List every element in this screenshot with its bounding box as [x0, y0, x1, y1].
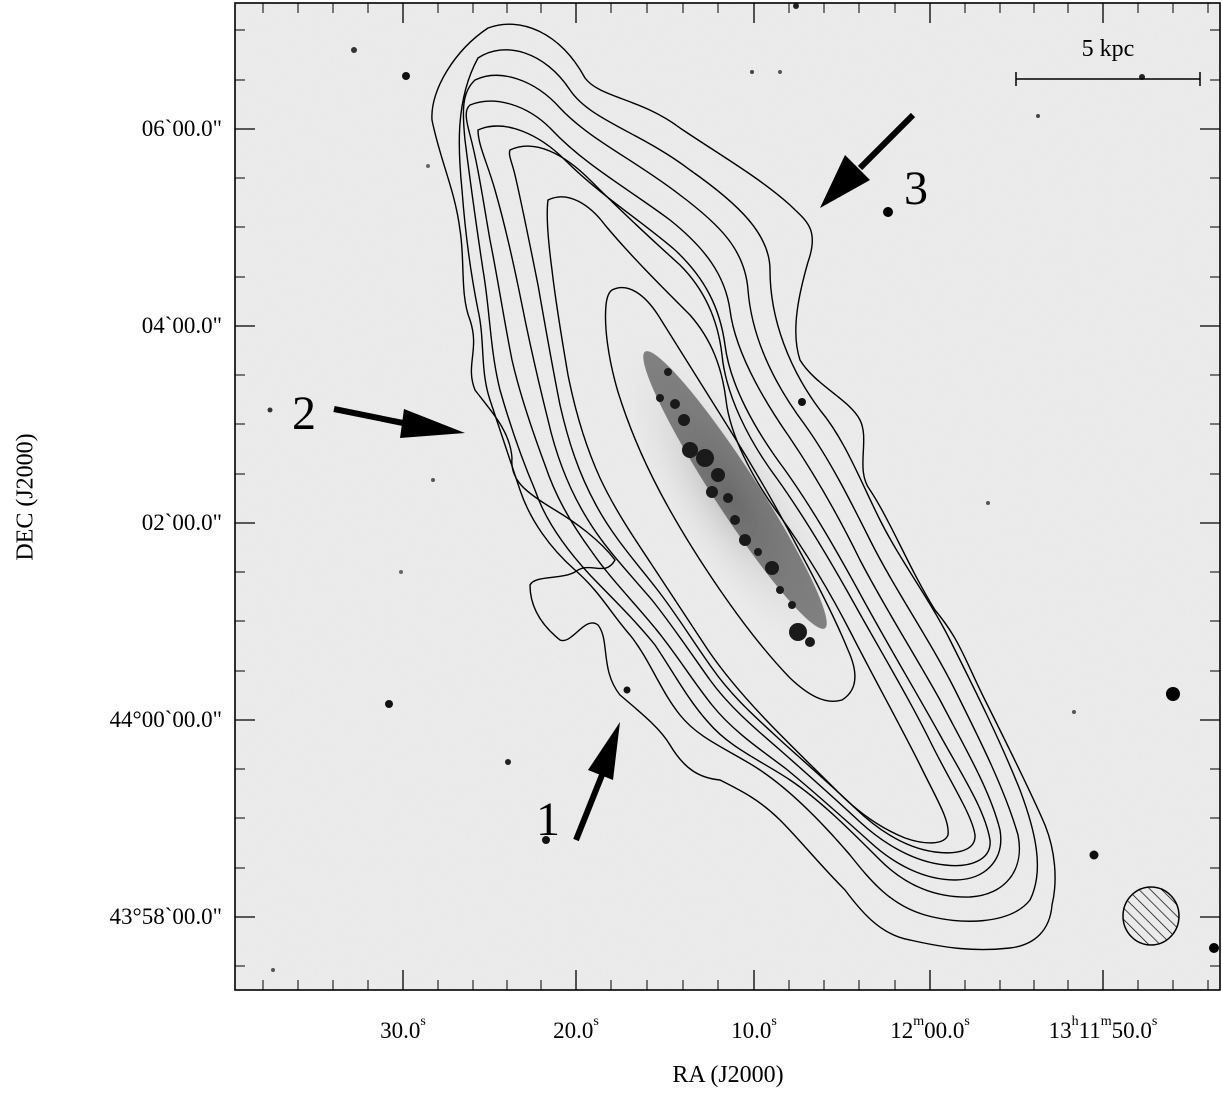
y-tick-label: 44°00`00.0": [109, 707, 223, 732]
star: [431, 478, 435, 482]
scale-bar: [1015, 72, 1201, 86]
x-minor-ticks: [262, 3, 1209, 990]
y-tick-label: 04`00.0": [141, 313, 222, 338]
field-stars: [267, 3, 1219, 972]
star: [1089, 850, 1099, 860]
x-ticks: [402, 3, 1104, 990]
star: [798, 398, 806, 406]
x-tick-label: 13h11m50.0s: [1048, 1014, 1158, 1043]
arrow-3: [820, 112, 916, 208]
contour-inner: [604, 287, 856, 702]
plot-border: [234, 2, 1221, 991]
star: [542, 836, 550, 844]
star: [505, 759, 511, 765]
arrow-1-label: 1: [536, 793, 560, 846]
y-tick-label: 06`00.0": [141, 116, 222, 141]
contour-2: [458, 49, 1039, 922]
star: [750, 70, 754, 74]
arrow-2-label: 2: [292, 387, 316, 440]
x-tick-label: 20.0s: [553, 1014, 599, 1043]
contour-4: [465, 100, 1002, 881]
star: [986, 501, 990, 505]
scale-bar-label: 5 kpc: [1081, 36, 1135, 62]
contour-7: [546, 196, 949, 844]
star: [1166, 687, 1180, 701]
contour-6: [508, 145, 976, 854]
y-ticks: [235, 128, 1220, 918]
hi-contours: [431, 23, 1056, 951]
y-axis-title: DEC (J2000): [12, 433, 39, 561]
star: [1209, 943, 1219, 953]
star: [778, 70, 782, 74]
star: [1072, 710, 1076, 714]
beam-ellipse: [1122, 886, 1180, 946]
y-tick-label: 43°58`00.0": [109, 904, 223, 929]
star: [351, 47, 357, 53]
star: [426, 164, 430, 168]
x-tick-label: 30.0s: [380, 1014, 426, 1043]
star: [271, 968, 275, 972]
x-axis-title: RA (J2000): [672, 1062, 784, 1088]
star: [399, 570, 403, 574]
star: [402, 72, 410, 80]
star: [623, 686, 631, 694]
y-tick-label: 02`00.0": [141, 510, 222, 535]
x-tick-label: 10.0s: [731, 1014, 777, 1043]
contour-outer: [431, 23, 1056, 951]
contour-5: [477, 125, 991, 867]
galaxy-disk: [643, 351, 827, 647]
arrow-1: [573, 722, 620, 842]
star: [793, 3, 799, 9]
star: [267, 407, 273, 413]
x-tick-label: 12m00.0s: [890, 1014, 970, 1043]
y-minor-ticks: [235, 29, 1220, 967]
arrow-3-label: 3: [904, 162, 928, 215]
star: [1036, 114, 1040, 118]
star: [883, 207, 893, 217]
contour-3: [462, 74, 1020, 898]
arrow-2: [333, 406, 465, 438]
star: [385, 700, 393, 708]
